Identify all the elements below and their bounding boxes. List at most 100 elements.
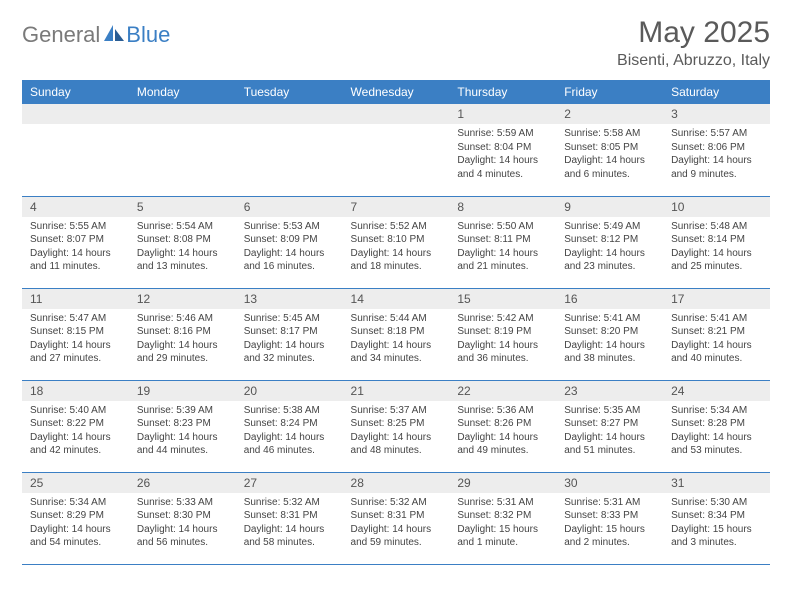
day-details: Sunrise: 5:35 AMSunset: 8:27 PMDaylight:… <box>556 401 663 462</box>
day-number: 9 <box>556 197 663 217</box>
calendar-cell: 2Sunrise: 5:58 AMSunset: 8:05 PMDaylight… <box>556 104 663 196</box>
day-number: 10 <box>663 197 770 217</box>
day-header: Thursday <box>449 80 556 104</box>
day-number: 31 <box>663 473 770 493</box>
day-details: Sunrise: 5:50 AMSunset: 8:11 PMDaylight:… <box>449 217 556 278</box>
day-details: Sunrise: 5:30 AMSunset: 8:34 PMDaylight:… <box>663 493 770 554</box>
calendar-cell: 1Sunrise: 5:59 AMSunset: 8:04 PMDaylight… <box>449 104 556 196</box>
day-details: Sunrise: 5:53 AMSunset: 8:09 PMDaylight:… <box>236 217 343 278</box>
calendar-cell: 24Sunrise: 5:34 AMSunset: 8:28 PMDayligh… <box>663 380 770 472</box>
calendar-row: 25Sunrise: 5:34 AMSunset: 8:29 PMDayligh… <box>22 472 770 564</box>
day-details: Sunrise: 5:31 AMSunset: 8:33 PMDaylight:… <box>556 493 663 554</box>
calendar-cell: 26Sunrise: 5:33 AMSunset: 8:30 PMDayligh… <box>129 472 236 564</box>
day-details: Sunrise: 5:48 AMSunset: 8:14 PMDaylight:… <box>663 217 770 278</box>
day-number: 21 <box>343 381 450 401</box>
day-number: 5 <box>129 197 236 217</box>
calendar-cell: 13Sunrise: 5:45 AMSunset: 8:17 PMDayligh… <box>236 288 343 380</box>
day-number: 19 <box>129 381 236 401</box>
day-number: 14 <box>343 289 450 309</box>
calendar-cell <box>236 104 343 196</box>
day-number: 16 <box>556 289 663 309</box>
day-number: 8 <box>449 197 556 217</box>
day-details: Sunrise: 5:37 AMSunset: 8:25 PMDaylight:… <box>343 401 450 462</box>
day-number: 18 <box>22 381 129 401</box>
day-details: Sunrise: 5:54 AMSunset: 8:08 PMDaylight:… <box>129 217 236 278</box>
calendar-cell: 16Sunrise: 5:41 AMSunset: 8:20 PMDayligh… <box>556 288 663 380</box>
day-details: Sunrise: 5:31 AMSunset: 8:32 PMDaylight:… <box>449 493 556 554</box>
day-details: Sunrise: 5:33 AMSunset: 8:30 PMDaylight:… <box>129 493 236 554</box>
day-number: 27 <box>236 473 343 493</box>
calendar-cell: 6Sunrise: 5:53 AMSunset: 8:09 PMDaylight… <box>236 196 343 288</box>
day-details: Sunrise: 5:47 AMSunset: 8:15 PMDaylight:… <box>22 309 129 370</box>
calendar-cell: 10Sunrise: 5:48 AMSunset: 8:14 PMDayligh… <box>663 196 770 288</box>
day-header: Sunday <box>22 80 129 104</box>
day-number: 24 <box>663 381 770 401</box>
day-number <box>343 104 450 124</box>
day-number: 25 <box>22 473 129 493</box>
calendar-cell: 18Sunrise: 5:40 AMSunset: 8:22 PMDayligh… <box>22 380 129 472</box>
day-number: 12 <box>129 289 236 309</box>
day-number: 26 <box>129 473 236 493</box>
calendar-cell: 5Sunrise: 5:54 AMSunset: 8:08 PMDaylight… <box>129 196 236 288</box>
calendar-cell: 21Sunrise: 5:37 AMSunset: 8:25 PMDayligh… <box>343 380 450 472</box>
day-details: Sunrise: 5:32 AMSunset: 8:31 PMDaylight:… <box>343 493 450 554</box>
day-header: Saturday <box>663 80 770 104</box>
calendar-cell: 29Sunrise: 5:31 AMSunset: 8:32 PMDayligh… <box>449 472 556 564</box>
day-number: 29 <box>449 473 556 493</box>
day-number: 4 <box>22 197 129 217</box>
logo-text-2: Blue <box>126 22 170 48</box>
calendar-cell: 8Sunrise: 5:50 AMSunset: 8:11 PMDaylight… <box>449 196 556 288</box>
calendar-cell <box>343 104 450 196</box>
calendar-cell: 25Sunrise: 5:34 AMSunset: 8:29 PMDayligh… <box>22 472 129 564</box>
day-details: Sunrise: 5:58 AMSunset: 8:05 PMDaylight:… <box>556 124 663 185</box>
day-header: Tuesday <box>236 80 343 104</box>
day-details: Sunrise: 5:42 AMSunset: 8:19 PMDaylight:… <box>449 309 556 370</box>
calendar-cell: 30Sunrise: 5:31 AMSunset: 8:33 PMDayligh… <box>556 472 663 564</box>
calendar-row: 4Sunrise: 5:55 AMSunset: 8:07 PMDaylight… <box>22 196 770 288</box>
calendar-cell: 28Sunrise: 5:32 AMSunset: 8:31 PMDayligh… <box>343 472 450 564</box>
calendar-cell: 22Sunrise: 5:36 AMSunset: 8:26 PMDayligh… <box>449 380 556 472</box>
day-number <box>236 104 343 124</box>
day-details: Sunrise: 5:46 AMSunset: 8:16 PMDaylight:… <box>129 309 236 370</box>
day-details: Sunrise: 5:41 AMSunset: 8:20 PMDaylight:… <box>556 309 663 370</box>
day-details: Sunrise: 5:40 AMSunset: 8:22 PMDaylight:… <box>22 401 129 462</box>
location-subtitle: Bisenti, Abruzzo, Italy <box>617 52 770 70</box>
day-number: 13 <box>236 289 343 309</box>
day-details <box>22 124 129 174</box>
calendar-cell: 11Sunrise: 5:47 AMSunset: 8:15 PMDayligh… <box>22 288 129 380</box>
calendar-row: 1Sunrise: 5:59 AMSunset: 8:04 PMDaylight… <box>22 104 770 196</box>
day-number <box>22 104 129 124</box>
calendar-cell: 9Sunrise: 5:49 AMSunset: 8:12 PMDaylight… <box>556 196 663 288</box>
title-block: May 2025 Bisenti, Abruzzo, Italy <box>617 16 770 70</box>
calendar-cell: 19Sunrise: 5:39 AMSunset: 8:23 PMDayligh… <box>129 380 236 472</box>
day-details: Sunrise: 5:52 AMSunset: 8:10 PMDaylight:… <box>343 217 450 278</box>
day-number: 22 <box>449 381 556 401</box>
day-number: 11 <box>22 289 129 309</box>
day-details: Sunrise: 5:57 AMSunset: 8:06 PMDaylight:… <box>663 124 770 185</box>
day-number: 6 <box>236 197 343 217</box>
calendar-cell: 23Sunrise: 5:35 AMSunset: 8:27 PMDayligh… <box>556 380 663 472</box>
day-number: 7 <box>343 197 450 217</box>
calendar-cell: 17Sunrise: 5:41 AMSunset: 8:21 PMDayligh… <box>663 288 770 380</box>
day-number: 17 <box>663 289 770 309</box>
day-number: 1 <box>449 104 556 124</box>
day-details: Sunrise: 5:41 AMSunset: 8:21 PMDaylight:… <box>663 309 770 370</box>
logo-text-1: General <box>22 22 100 48</box>
calendar-cell: 15Sunrise: 5:42 AMSunset: 8:19 PMDayligh… <box>449 288 556 380</box>
calendar-table: SundayMondayTuesdayWednesdayThursdayFrid… <box>22 80 770 565</box>
day-header: Wednesday <box>343 80 450 104</box>
day-details <box>343 124 450 174</box>
day-details: Sunrise: 5:45 AMSunset: 8:17 PMDaylight:… <box>236 309 343 370</box>
day-details: Sunrise: 5:38 AMSunset: 8:24 PMDaylight:… <box>236 401 343 462</box>
calendar-cell: 7Sunrise: 5:52 AMSunset: 8:10 PMDaylight… <box>343 196 450 288</box>
day-number: 30 <box>556 473 663 493</box>
calendar-row: 11Sunrise: 5:47 AMSunset: 8:15 PMDayligh… <box>22 288 770 380</box>
calendar-cell: 14Sunrise: 5:44 AMSunset: 8:18 PMDayligh… <box>343 288 450 380</box>
calendar-cell: 27Sunrise: 5:32 AMSunset: 8:31 PMDayligh… <box>236 472 343 564</box>
calendar-cell: 20Sunrise: 5:38 AMSunset: 8:24 PMDayligh… <box>236 380 343 472</box>
day-header: Monday <box>129 80 236 104</box>
day-details <box>129 124 236 174</box>
day-number <box>129 104 236 124</box>
day-details: Sunrise: 5:34 AMSunset: 8:29 PMDaylight:… <box>22 493 129 554</box>
day-details: Sunrise: 5:44 AMSunset: 8:18 PMDaylight:… <box>343 309 450 370</box>
